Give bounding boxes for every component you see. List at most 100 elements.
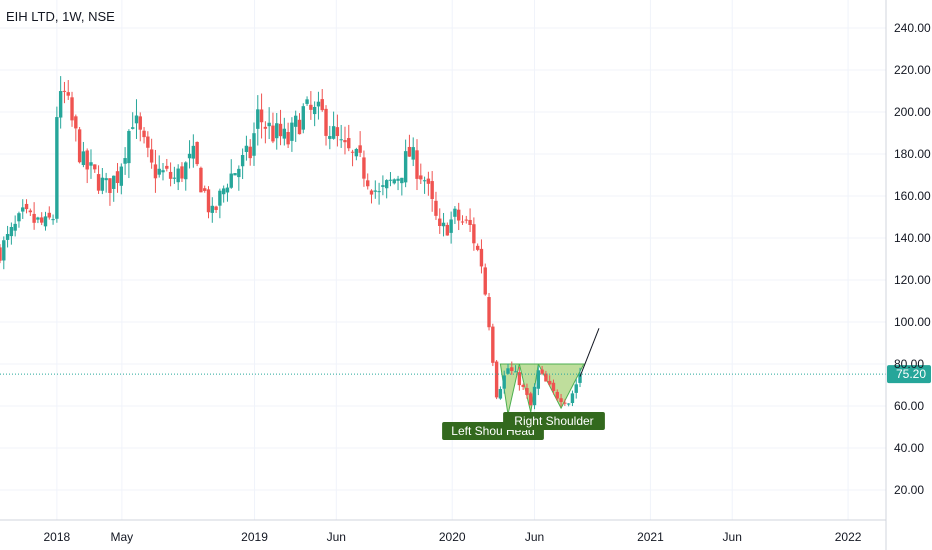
candle[interactable] — [574, 378, 578, 399]
candle[interactable] — [112, 175, 116, 202]
candle[interactable] — [127, 129, 131, 179]
candle[interactable] — [58, 76, 63, 129]
candle[interactable] — [138, 112, 142, 142]
candle[interactable] — [396, 175, 400, 191]
candle[interactable] — [453, 206, 457, 224]
candle[interactable] — [517, 366, 522, 391]
candle[interactable] — [89, 149, 93, 179]
candle[interactable] — [271, 112, 275, 144]
candle[interactable] — [119, 163, 124, 195]
candle[interactable] — [320, 89, 324, 112]
candle[interactable] — [62, 81, 67, 104]
candle[interactable] — [407, 134, 412, 157]
candle[interactable] — [521, 383, 525, 390]
candle[interactable] — [199, 166, 203, 193]
candle[interactable] — [210, 197, 214, 223]
candle[interactable] — [248, 139, 252, 166]
candle[interactable] — [563, 399, 567, 406]
candle[interactable] — [335, 114, 340, 147]
candle[interactable] — [172, 166, 177, 184]
candle[interactable] — [104, 172, 108, 193]
candle[interactable] — [566, 403, 571, 407]
candle[interactable] — [343, 126, 347, 155]
candle[interactable] — [430, 171, 434, 212]
candle[interactable] — [434, 191, 438, 220]
candle[interactable] — [388, 172, 393, 187]
candle[interactable] — [66, 80, 70, 100]
candle[interactable] — [305, 96, 309, 106]
candle[interactable] — [77, 126, 82, 164]
candle[interactable] — [70, 91, 74, 127]
candle[interactable] — [191, 134, 196, 168]
candle[interactable] — [381, 175, 385, 196]
candle[interactable] — [214, 205, 218, 213]
candle[interactable] — [149, 138, 154, 169]
candle[interactable] — [233, 172, 237, 176]
current-price-badge[interactable]: 75.20 — [887, 365, 931, 384]
candle[interactable] — [32, 202, 36, 230]
candle[interactable] — [218, 188, 222, 219]
candle[interactable] — [47, 206, 51, 220]
candle[interactable] — [525, 383, 529, 399]
candle[interactable] — [373, 180, 378, 199]
candle[interactable] — [203, 185, 207, 193]
candle[interactable] — [2, 236, 6, 270]
candle[interactable] — [301, 103, 305, 134]
annotation-right-shoulder[interactable]: Right Shoulder — [503, 412, 605, 430]
candle[interactable] — [263, 121, 268, 144]
candle[interactable] — [297, 113, 302, 135]
candle[interactable] — [28, 208, 33, 216]
candle[interactable] — [449, 211, 453, 244]
candle[interactable] — [85, 148, 89, 184]
candle[interactable] — [472, 217, 476, 251]
candle[interactable] — [506, 363, 510, 375]
candle[interactable] — [93, 164, 97, 173]
candle[interactable] — [339, 124, 343, 148]
candle[interactable] — [225, 183, 230, 202]
candle[interactable] — [384, 179, 389, 199]
candle[interactable] — [377, 182, 381, 205]
candle[interactable] — [354, 147, 359, 161]
candle[interactable] — [13, 215, 17, 237]
candle[interactable] — [96, 165, 101, 194]
candle[interactable] — [278, 109, 283, 146]
candle[interactable] — [551, 379, 556, 395]
candle[interactable] — [498, 386, 503, 400]
candle[interactable] — [130, 112, 135, 130]
candle[interactable] — [475, 243, 480, 252]
candle[interactable] — [457, 202, 461, 231]
candle[interactable] — [369, 189, 374, 204]
candle[interactable] — [487, 292, 491, 331]
candle[interactable] — [161, 162, 165, 181]
candle[interactable] — [81, 141, 86, 168]
candle[interactable] — [559, 393, 563, 407]
candle[interactable] — [309, 91, 313, 120]
candle[interactable] — [165, 158, 169, 172]
candle[interactable] — [134, 99, 139, 139]
candle[interactable] — [312, 101, 317, 127]
candle[interactable] — [259, 93, 264, 139]
candle[interactable] — [267, 107, 271, 140]
candle[interactable] — [36, 216, 40, 224]
candle[interactable] — [555, 389, 559, 401]
candle[interactable] — [347, 124, 351, 152]
candle[interactable] — [540, 366, 544, 376]
candle[interactable] — [153, 149, 158, 193]
candle[interactable] — [74, 114, 78, 142]
trend-line[interactable] — [579, 328, 600, 377]
candle[interactable] — [256, 95, 260, 146]
candle[interactable] — [142, 127, 146, 144]
candle[interactable] — [366, 173, 370, 190]
candle[interactable] — [445, 222, 450, 236]
candle[interactable] — [491, 323, 495, 367]
candle[interactable] — [415, 139, 419, 191]
candle[interactable] — [358, 131, 362, 157]
candle[interactable] — [24, 199, 29, 214]
candle[interactable] — [240, 148, 245, 180]
candle[interactable] — [494, 360, 499, 400]
candle[interactable] — [529, 391, 533, 406]
candle[interactable] — [536, 365, 541, 396]
candle[interactable] — [411, 137, 415, 167]
